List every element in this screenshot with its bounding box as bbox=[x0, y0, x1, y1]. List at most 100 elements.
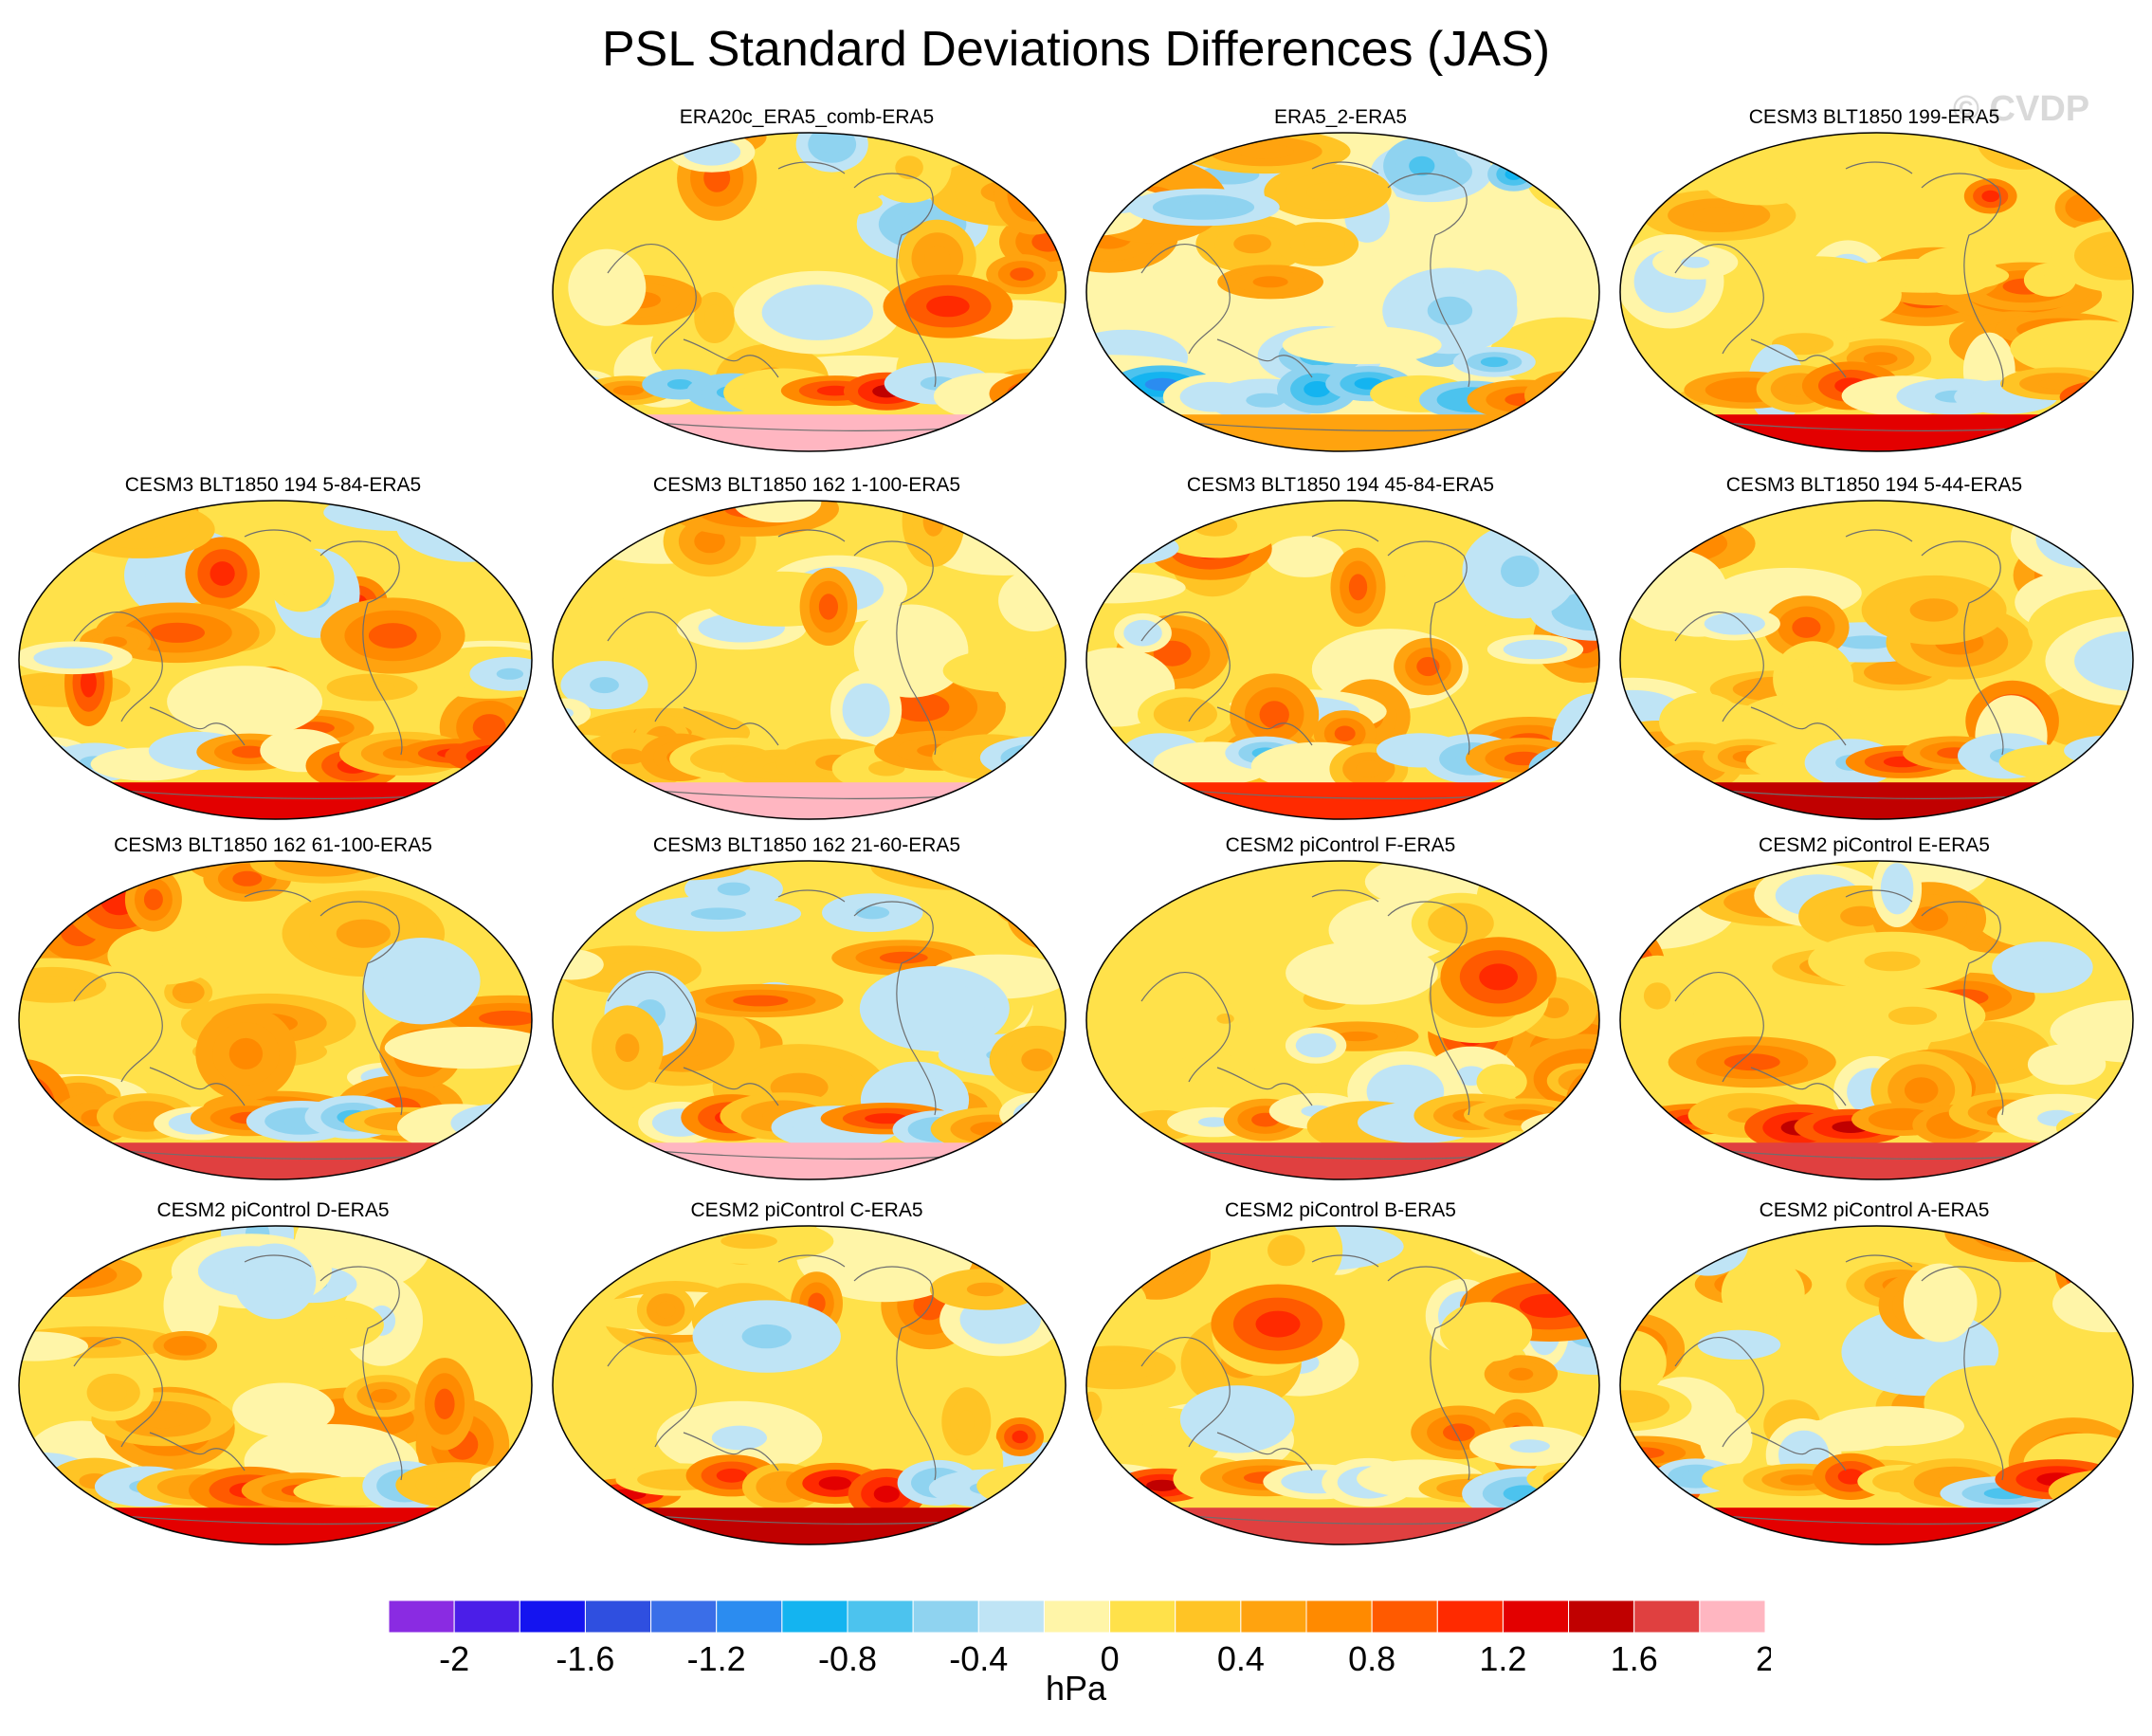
coastline bbox=[1750, 1432, 1847, 1471]
colorbar: -2 -1.6 -1.2 -0.8 -0.4 0 0.4 0.8 1.2 1.6 2 bbox=[388, 1599, 1771, 1674]
coastline bbox=[777, 161, 846, 174]
global-map bbox=[552, 860, 1067, 1180]
coastline bbox=[683, 1067, 779, 1106]
colorbar-swatch bbox=[519, 1599, 586, 1634]
map-panel: CESM3 BLT1850 162 61-100-ERA5 bbox=[8, 834, 538, 1185]
coastline bbox=[73, 612, 163, 722]
colorbar-swatch bbox=[1502, 1599, 1570, 1634]
coastline bbox=[1140, 972, 1231, 1083]
colorbar-tick-label: 1.6 bbox=[1611, 1639, 1658, 1674]
map-panel: CESM3 BLT1850 162 21-60-ERA5 bbox=[541, 834, 1072, 1185]
panel-title: ERA5_2-ERA5 bbox=[1273, 106, 1408, 128]
colorbar-swatch bbox=[847, 1599, 914, 1634]
panel-title: CESM3 BLT1850 162 61-100-ERA5 bbox=[114, 834, 432, 856]
colorbar-swatch bbox=[650, 1599, 718, 1634]
global-map bbox=[1085, 1225, 1600, 1545]
global-map bbox=[18, 1225, 533, 1545]
coastline bbox=[1845, 529, 1913, 542]
coastline bbox=[607, 972, 697, 1083]
map-panel: CESM2 piControl D-ERA5 bbox=[8, 1199, 538, 1550]
colorbar-units-label: hPa bbox=[1045, 1669, 1107, 1708]
coastline bbox=[149, 706, 246, 746]
global-map bbox=[1619, 132, 2134, 452]
map-outline bbox=[1619, 132, 2134, 452]
coastline bbox=[853, 901, 937, 1116]
coastline bbox=[149, 1067, 246, 1106]
panel-title: CESM3 BLT1850 194 45-84-ERA5 bbox=[1186, 474, 1495, 496]
colorbar-swatch bbox=[1175, 1599, 1242, 1634]
coastline bbox=[244, 889, 312, 903]
coastline bbox=[1750, 338, 1847, 378]
colorbar-tick-label: -1.6 bbox=[556, 1639, 614, 1674]
colorbar-tick-label: -0.4 bbox=[949, 1639, 1008, 1674]
map-outline bbox=[1619, 860, 2134, 1180]
coastline bbox=[607, 1337, 697, 1448]
map-panel: CESM3 BLT1850 199-ERA5 bbox=[1609, 106, 2140, 457]
panel-title: CESM3 BLT1850 199-ERA5 bbox=[1748, 106, 2000, 128]
map-panel: CESM3 BLT1850 194 45-84-ERA5 bbox=[1075, 474, 1606, 825]
coastline bbox=[1216, 706, 1313, 746]
anomaly-field bbox=[1620, 133, 2133, 451]
colorbar-tick-label: -1.2 bbox=[687, 1639, 746, 1674]
figure-title: PSL Standard Deviations Differences (JAS… bbox=[601, 22, 1551, 77]
map-outline bbox=[1085, 860, 1600, 1180]
coastline bbox=[777, 889, 846, 903]
coastline bbox=[1750, 1067, 1847, 1106]
cvdp-watermark: © CVDP bbox=[1953, 89, 2090, 129]
coastline bbox=[149, 1432, 246, 1471]
colorbar-tick-label: 0 bbox=[1101, 1639, 1120, 1674]
map-outline bbox=[18, 860, 533, 1180]
colorbar-tick-label: 1.2 bbox=[1479, 1639, 1526, 1674]
coastline bbox=[683, 1432, 779, 1471]
coastline bbox=[853, 540, 937, 756]
coastline bbox=[1921, 1266, 2004, 1481]
coastline bbox=[73, 972, 163, 1083]
colorbar-swatch bbox=[1043, 1599, 1111, 1634]
coastline bbox=[319, 1266, 403, 1481]
coastline bbox=[1674, 244, 1764, 355]
global-map bbox=[1085, 132, 1600, 452]
coastline bbox=[1750, 706, 1847, 746]
map-panel: CESM2 piControl E-ERA5 bbox=[1609, 834, 2140, 1185]
colorbar-swatch bbox=[1699, 1599, 1766, 1634]
map-outline bbox=[1619, 500, 2134, 820]
map-panel: CESM2 piControl A-ERA5 bbox=[1609, 1199, 2140, 1550]
map-panel: CESM3 BLT1850 194 5-84-ERA5 bbox=[8, 474, 538, 825]
map-outline bbox=[1085, 500, 1600, 820]
coastline bbox=[1387, 540, 1470, 756]
coastline bbox=[319, 901, 403, 1116]
colorbar-swatch bbox=[388, 1599, 455, 1634]
coastline bbox=[1311, 529, 1379, 542]
map-outline bbox=[1085, 132, 1600, 452]
panel-title: CESM2 piControl F-ERA5 bbox=[1225, 834, 1456, 856]
global-map bbox=[1085, 500, 1600, 820]
panel-title: CESM3 BLT1850 194 5-84-ERA5 bbox=[124, 474, 422, 496]
coastline bbox=[1921, 173, 2004, 388]
coastline bbox=[1845, 889, 1913, 903]
coastline bbox=[607, 612, 697, 722]
map-outline bbox=[552, 132, 1067, 452]
map-panel: CESM2 piControl B-ERA5 bbox=[1075, 1199, 1606, 1550]
colorbar-swatch bbox=[1568, 1599, 1635, 1634]
colorbar-tick-label: -0.8 bbox=[818, 1639, 877, 1674]
colorbar-swatch bbox=[1436, 1599, 1504, 1634]
panel-title: ERA20c_ERA5_comb-ERA5 bbox=[679, 106, 935, 128]
global-map bbox=[552, 1225, 1067, 1545]
coastline bbox=[1140, 612, 1231, 722]
colorbar-swatch bbox=[453, 1599, 520, 1634]
colorbar-tick-label: -2 bbox=[439, 1639, 469, 1674]
coastline bbox=[683, 706, 779, 746]
coastline bbox=[1311, 1254, 1379, 1268]
coastline bbox=[73, 1337, 163, 1448]
colorbar-swatch bbox=[584, 1599, 652, 1634]
coastline bbox=[1140, 244, 1231, 355]
panel-title: CESM2 piControl D-ERA5 bbox=[156, 1199, 390, 1221]
panel-title: CESM2 piControl E-ERA5 bbox=[1759, 834, 1990, 856]
coastline bbox=[683, 338, 779, 378]
map-panel: CESM3 BLT1850 162 1-100-ERA5 bbox=[541, 474, 1072, 825]
coastline bbox=[1921, 540, 2004, 756]
panel-title: CESM3 BLT1850 162 1-100-ERA5 bbox=[652, 474, 961, 496]
global-map bbox=[552, 500, 1067, 820]
map-panel-grid: ERA20c_ERA5_comb-ERA5 ERA5_2-ERA5 CESM3 BL… bbox=[8, 106, 2140, 1550]
colorbar-swatch bbox=[912, 1599, 979, 1634]
